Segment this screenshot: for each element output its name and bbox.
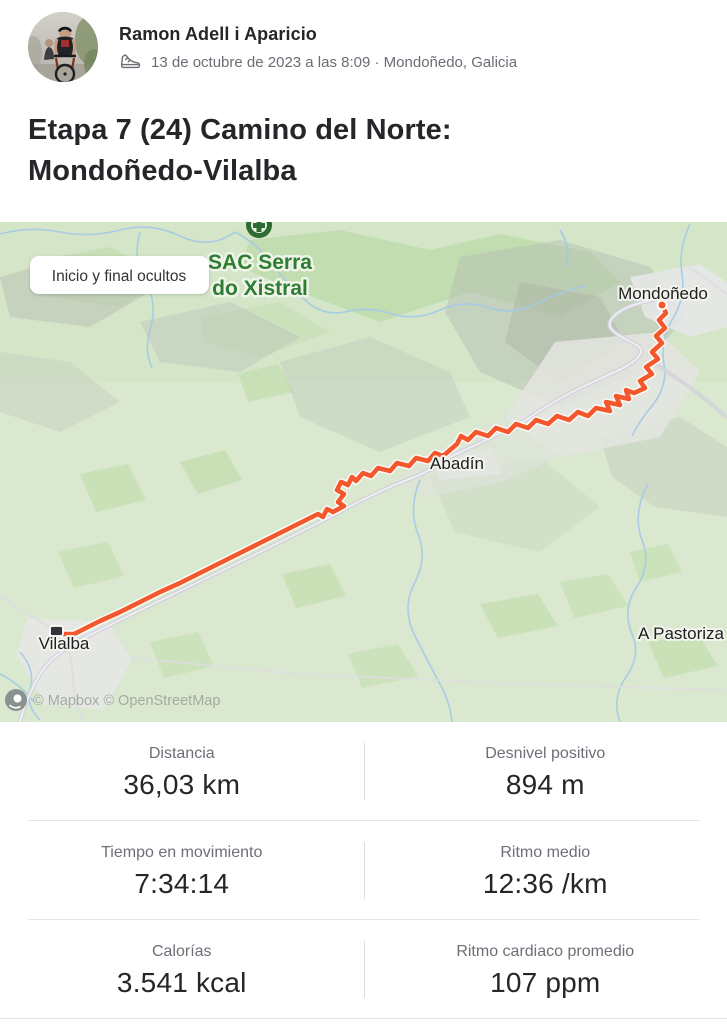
column-divider <box>363 941 365 999</box>
map-labels: SAC Serra do Xistral Mondoñedo Abadín Vi… <box>37 249 727 656</box>
route-map[interactable]: SAC Serra do Xistral Mondoñedo Abadín Vi… <box>0 222 727 723</box>
route-polyline <box>49 299 670 639</box>
cyclist-photo <box>28 12 98 82</box>
stat-elev-gain: Desnivel positivo 894 m <box>364 722 727 820</box>
stats-row-1: Distancia 36,03 km Desnivel positivo 894… <box>0 722 727 820</box>
stats-row-3: Calorías 3.541 kcal Ritmo cardiaco prome… <box>0 920 727 1018</box>
row-divider <box>28 919 699 921</box>
stat-value: 107 ppm <box>490 967 601 999</box>
stat-value: 36,03 km <box>123 769 241 801</box>
park-label-line1: SAC Serra <box>208 251 312 274</box>
run-shoe-icon <box>119 53 142 72</box>
park-icon <box>246 222 272 239</box>
roads <box>0 265 727 723</box>
stat-avg-pace: Ritmo medio 12:36 /km <box>364 821 727 919</box>
column-divider <box>363 842 365 900</box>
stat-label: Calorías <box>151 943 212 961</box>
activity-header: Ramon Adell i Aparicio 13 de octubre de … <box>0 0 727 82</box>
stat-avg-heart-rate: Ritmo cardiaco promedio 107 ppm <box>364 920 727 1018</box>
privacy-badge-text: Inicio y final ocultos <box>52 268 187 285</box>
stat-calories: Calorías 3.541 kcal <box>0 920 364 1018</box>
avatar[interactable] <box>28 12 98 82</box>
stat-label: Ritmo medio <box>500 844 591 862</box>
route-end-marker <box>49 625 64 638</box>
stat-label: Ritmo cardiaco promedio <box>456 943 635 961</box>
stats-grid: Distancia 36,03 km Desnivel positivo 894… <box>0 722 727 1020</box>
stat-value: 3.541 kcal <box>116 967 247 999</box>
activity-meta: 13 de octubre de 2023 a las 8:09 · Mondo… <box>151 54 518 71</box>
stat-label: Tiempo en movimiento <box>101 844 263 862</box>
stat-value: 894 m <box>505 769 585 801</box>
rivers <box>0 224 691 723</box>
column-divider <box>363 743 365 801</box>
map-attribution[interactable]: © Mapbox © OpenStreetMap <box>5 689 220 712</box>
mapbox-logo-icon[interactable] <box>5 689 27 712</box>
stat-label: Distancia <box>148 745 215 763</box>
stat-moving-time: Tiempo en movimiento 7:34:14 <box>0 821 364 919</box>
privacy-badge: Inicio y final ocultos <box>30 256 209 295</box>
row-divider <box>28 820 699 822</box>
town-label-mondonedo: Mondoñedo <box>618 284 708 303</box>
route-start-marker <box>656 299 668 311</box>
town-label-abadin: Abadín <box>430 454 484 473</box>
activity-title[interactable]: Etapa 7 (24) Camino del Norte: Mondoñedo… <box>28 110 699 192</box>
stats-row-2: Tiempo en movimiento 7:34:14 Ritmo medio… <box>0 821 727 919</box>
athlete-name[interactable]: Ramon Adell i Aparicio <box>119 24 317 44</box>
stat-value: 12:36 /km <box>482 868 608 900</box>
stat-label: Desnivel positivo <box>485 745 606 763</box>
park-label-line2: do Xistral <box>212 277 308 300</box>
attribution-text[interactable]: © Mapbox © OpenStreetMap <box>33 693 220 709</box>
title-line-2: Mondoñedo-Vilalba <box>28 155 297 188</box>
stat-value: 7:34:14 <box>134 868 230 900</box>
town-label-vilalba: Vilalba <box>39 634 90 653</box>
title-line-1: Etapa 7 (24) Camino del Norte: <box>28 114 452 146</box>
town-label-pastoriza: A Pastoriza <box>638 624 725 643</box>
stat-distance: Distancia 36,03 km <box>0 722 364 820</box>
